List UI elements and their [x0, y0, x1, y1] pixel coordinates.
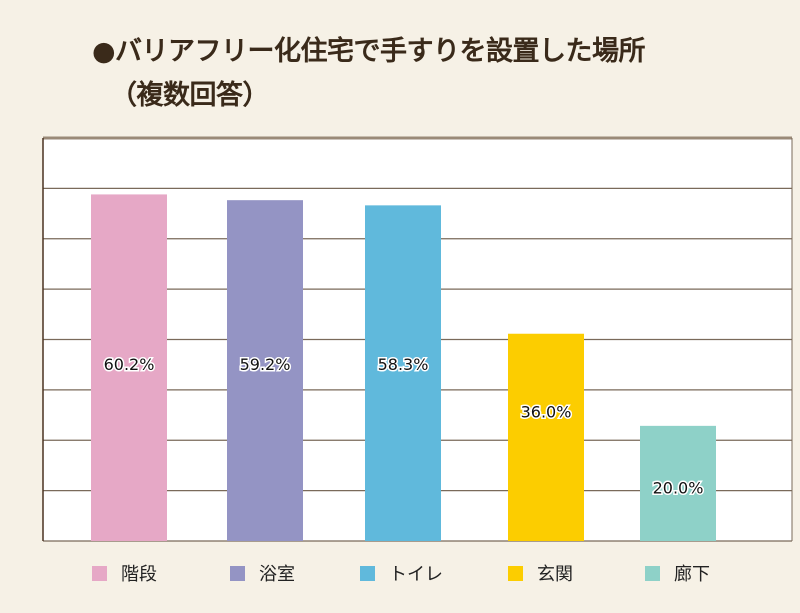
legend-swatch	[360, 565, 375, 581]
legend-item: トイレ	[360, 560, 443, 586]
data-label: 36.0%	[521, 402, 572, 421]
legend-label: トイレ	[389, 564, 443, 585]
legend-swatch	[92, 565, 107, 581]
legend-label: 浴室	[259, 564, 295, 585]
chart-title: ●バリアフリー化住宅で手すりを設置した場所 （複数回答）	[92, 30, 646, 118]
bar-0	[91, 194, 167, 542]
bar-2	[365, 205, 441, 541]
legend-swatch	[230, 565, 245, 581]
data-label: 20.0%	[653, 478, 704, 497]
legend-item: 階段	[92, 560, 157, 586]
legend-item: 廊下	[645, 560, 710, 586]
bar-3	[508, 333, 584, 541]
legend-item: 浴室	[230, 560, 295, 586]
data-label: 58.3%	[378, 355, 429, 374]
bar-1	[227, 200, 303, 542]
legend-swatch	[645, 565, 660, 581]
legend-swatch	[508, 565, 523, 581]
legend-label: 玄関	[537, 564, 573, 585]
legend: 階段 浴室 トイレ 玄関 廊下	[0, 560, 800, 586]
data-label: 60.2%	[104, 355, 155, 374]
legend-item: 玄関	[508, 560, 573, 586]
legend-label: 階段	[121, 564, 157, 585]
chart-title-line2: （複数回答）	[110, 80, 270, 111]
data-label: 59.2%	[240, 355, 291, 374]
chart-title-line1: ●バリアフリー化住宅で手すりを設置した場所	[92, 36, 646, 67]
bar-4	[640, 425, 716, 541]
legend-label: 廊下	[674, 564, 710, 585]
